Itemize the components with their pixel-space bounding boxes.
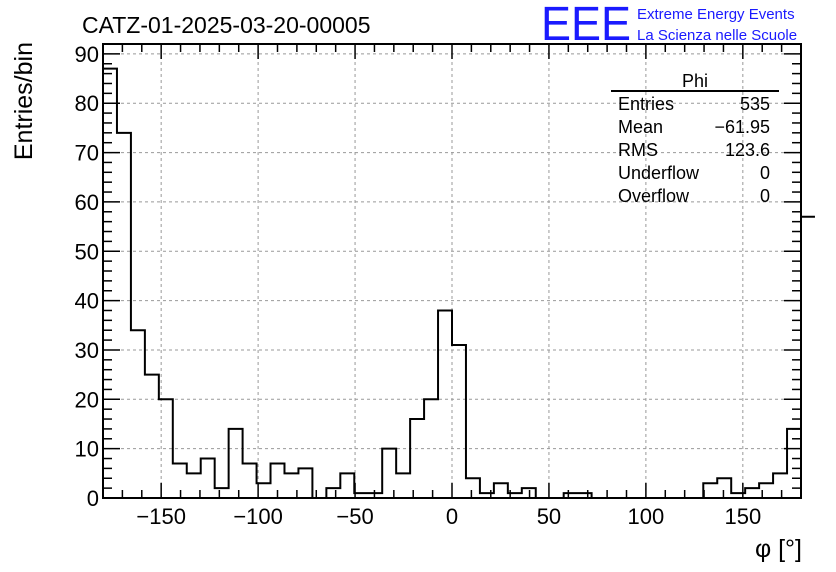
x-tick-label: −150 — [136, 504, 186, 529]
stats-value-underflow: 0 — [760, 163, 770, 183]
y-tick-label: 0 — [87, 486, 99, 511]
histogram-bin — [243, 463, 257, 498]
histogram-bin — [410, 419, 424, 498]
x-tick-label: −50 — [336, 504, 373, 529]
histogram-bin — [326, 488, 340, 498]
histogram-bin — [340, 473, 354, 498]
histogram-bin — [466, 478, 480, 498]
histogram-bin — [396, 473, 410, 498]
histogram-series — [103, 67, 815, 499]
y-tick-label: 30 — [75, 338, 99, 363]
stats-label-overflow: Overflow — [618, 186, 690, 206]
x-tick-label: 150 — [724, 504, 761, 529]
histogram-bin — [215, 488, 229, 498]
histogram-bin — [522, 488, 536, 498]
stats-title: Phi — [682, 71, 708, 91]
histogram-bin — [117, 133, 131, 498]
y-axis-label: Entries/bin — [10, 42, 38, 160]
stats-value-mean: −61.95 — [714, 117, 770, 137]
y-tick-labels: 0 10 20 30 40 50 60 70 80 90 — [75, 42, 99, 511]
stats-value-rms: 123.6 — [725, 140, 770, 160]
stats-label-entries: Entries — [618, 94, 674, 114]
y-tick-label: 80 — [75, 91, 99, 116]
x-tick-label: 100 — [628, 504, 665, 529]
y-tick-label: 10 — [75, 437, 99, 462]
histogram-bin — [703, 483, 717, 498]
histogram-bin — [187, 473, 201, 498]
stats-label-mean: Mean — [618, 117, 663, 137]
stats-label-underflow: Underflow — [618, 163, 700, 183]
stats-box: Phi Entries 535 Mean −61.95 RMS 123.6 Un… — [611, 71, 779, 206]
histogram-bin — [494, 483, 508, 498]
chart-title: CATZ-01-2025-03-20-00005 — [82, 12, 371, 38]
histogram-bin — [145, 375, 159, 498]
histogram-bin — [173, 463, 187, 498]
grid-lines — [103, 44, 801, 498]
histogram-bin — [438, 310, 452, 498]
histogram-bin — [201, 459, 215, 498]
histogram-bin — [424, 399, 438, 498]
logo-subtitle-line2: La Scienza nelle Scuole — [637, 27, 797, 44]
y-tick-label: 70 — [75, 141, 99, 166]
eee-logo: EEE — [541, 0, 631, 51]
x-tick-label: 50 — [537, 504, 561, 529]
axis-ticks — [102, 43, 802, 499]
histogram-bin — [131, 330, 145, 498]
logo-subtitle-line1: Extreme Energy Events — [637, 6, 795, 23]
x-axis-label: φ [°] — [755, 535, 802, 563]
y-tick-label: 20 — [75, 387, 99, 412]
histogram-bin — [452, 345, 466, 498]
histogram-bin — [801, 217, 815, 498]
stats-value-overflow: 0 — [760, 186, 770, 206]
y-tick-label: 50 — [75, 239, 99, 264]
histogram-bin — [759, 483, 773, 498]
histogram-bin — [298, 468, 312, 498]
histogram-outline — [103, 67, 815, 499]
histogram-bin — [717, 478, 731, 498]
stats-value-entries: 535 — [740, 94, 770, 114]
y-tick-label: 90 — [75, 42, 99, 67]
stats-label-rms: RMS — [618, 140, 658, 160]
x-tick-label: −100 — [233, 504, 283, 529]
y-tick-label: 40 — [75, 289, 99, 314]
x-tick-labels: −150 −100 −50 0 50 100 150 — [136, 504, 761, 529]
y-tick-label: 60 — [75, 190, 99, 215]
histogram-bin — [229, 429, 243, 498]
histogram-bin — [773, 473, 787, 498]
x-tick-label: 0 — [446, 504, 458, 529]
histogram-bin — [745, 488, 759, 498]
